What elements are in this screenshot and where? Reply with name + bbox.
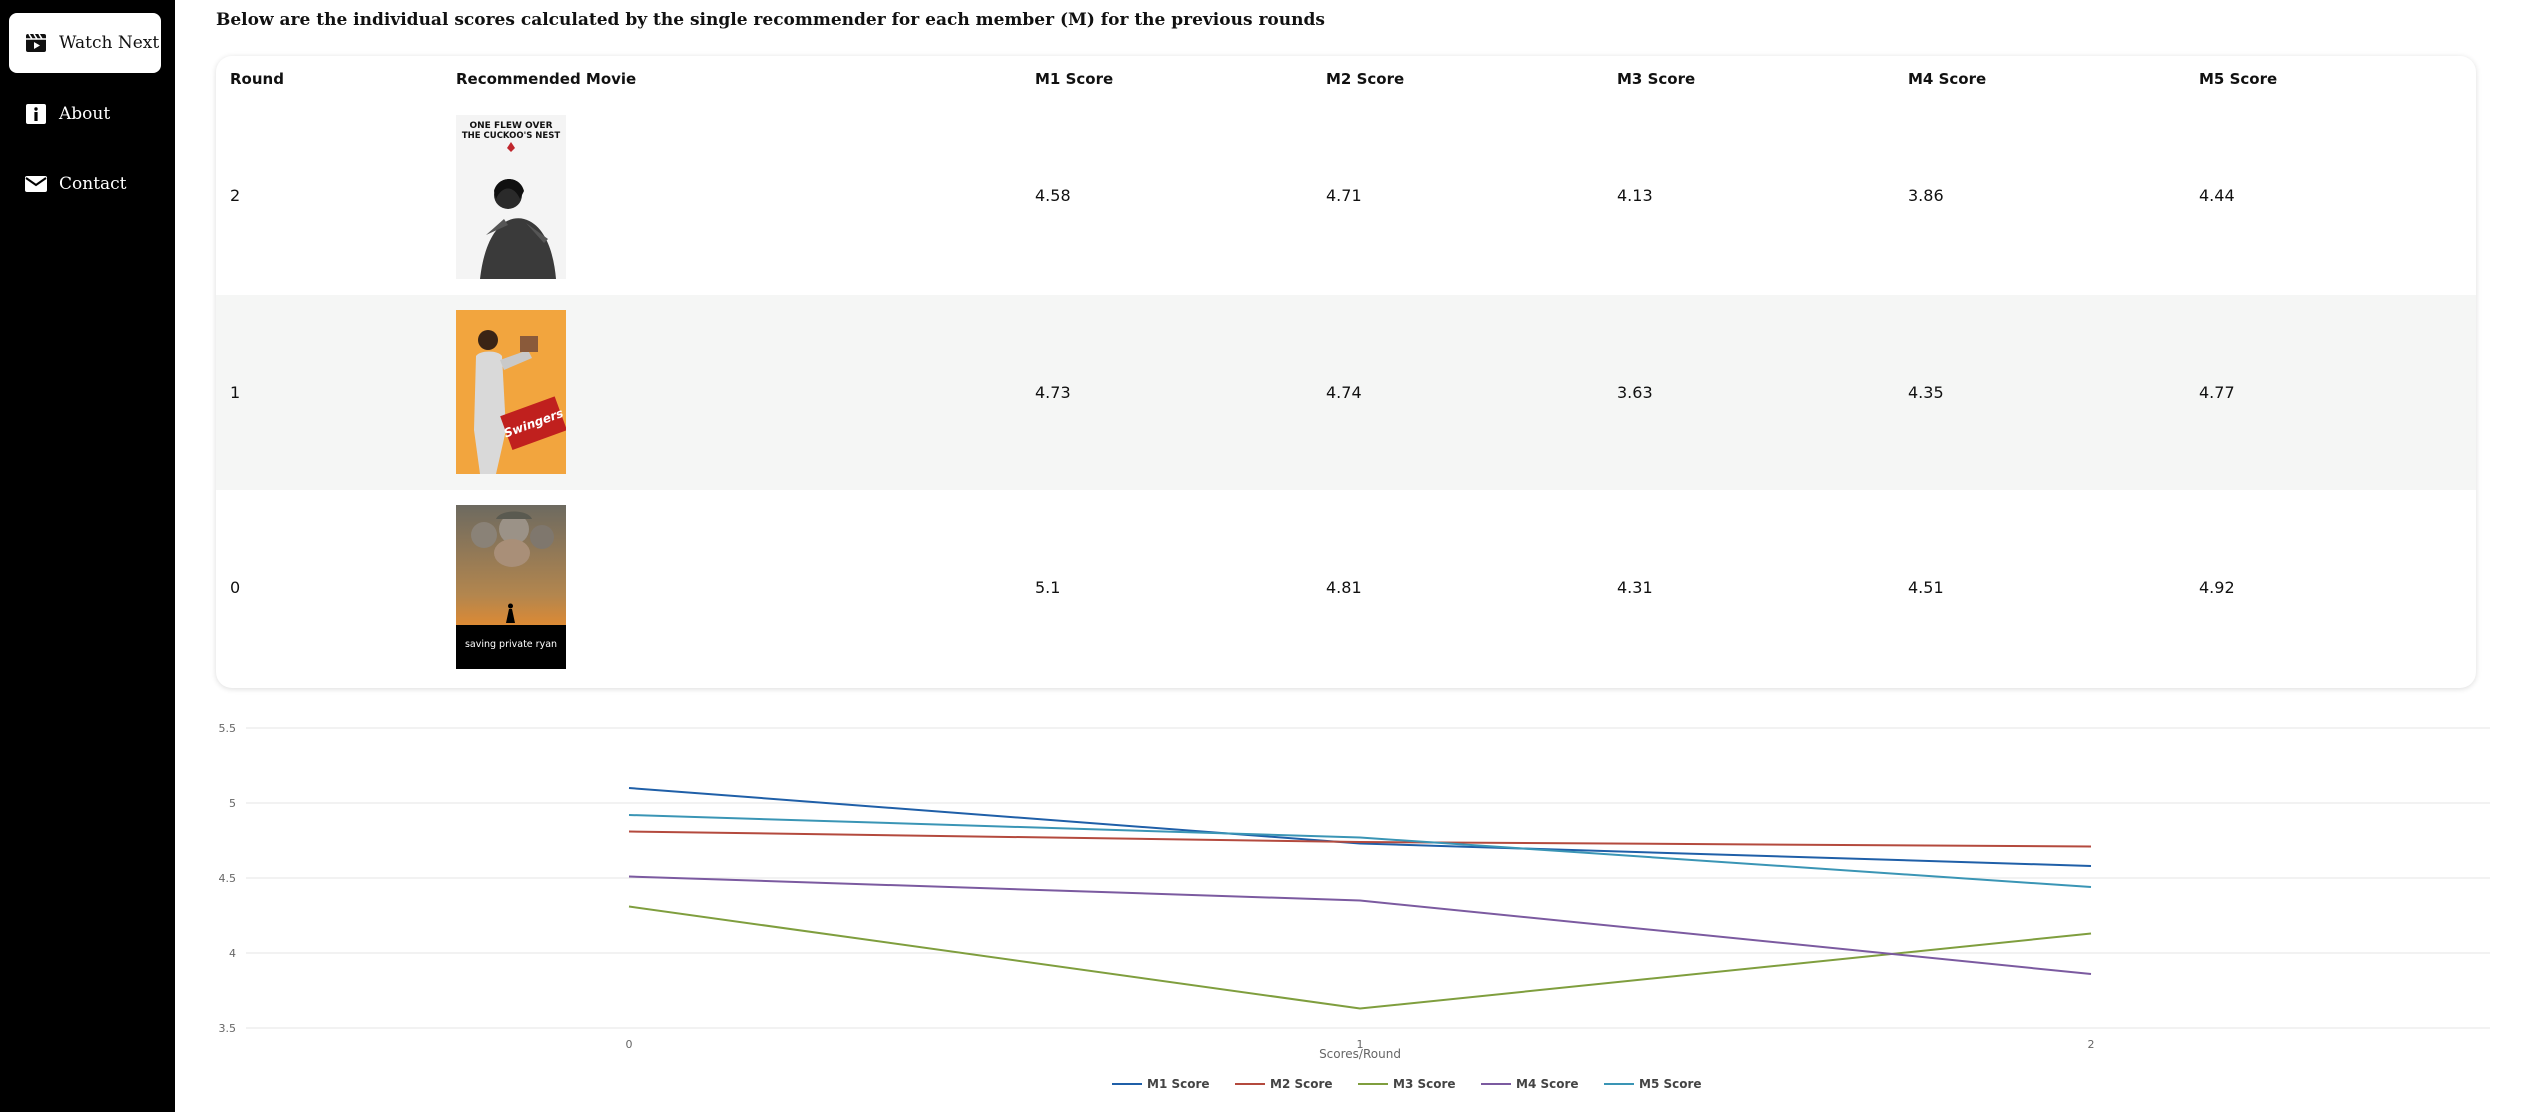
legend-item[interactable]: M2 Score [1235, 1077, 1333, 1091]
y-tick-label: 4 [229, 947, 236, 960]
sidebar-item-label: Contact [59, 174, 127, 194]
x-tick-label: 0 [626, 1038, 633, 1051]
y-tick-label: 3.5 [219, 1022, 237, 1035]
m5-score-cell: 4.44 [2199, 186, 2235, 205]
header-round: Round [230, 70, 284, 88]
chart-grid [246, 727, 2490, 1029]
header-m2-score: M2 Score [1326, 70, 1405, 88]
legend-item[interactable]: M5 Score [1604, 1077, 1702, 1091]
x-axis-label: Scores/Round [1319, 1047, 1401, 1061]
sidebar-item-about[interactable]: About [9, 84, 161, 144]
m2-score-cell: 4.81 [1326, 578, 1362, 597]
sidebar-item-label: About [59, 104, 111, 124]
series-line-m1-score [628, 787, 2092, 867]
y-tick-label: 5.5 [219, 722, 237, 735]
round-cell: 0 [230, 578, 241, 597]
sidebar-item-label: Watch Next [59, 33, 160, 53]
table-header: Round Recommended Movie M1 Score M2 Scor… [216, 56, 2476, 100]
table-row: 2 ONE FLEW OVER THE CUCKOO'S NEST 4.58 4… [216, 100, 2476, 295]
page-intro: Below are the individual scores calculat… [216, 10, 1325, 30]
m2-score-cell: 4.71 [1326, 186, 1362, 205]
m1-score-cell: 4.73 [1035, 383, 1071, 402]
series-line-m2-score [628, 830, 2092, 848]
header-m4-score: M4 Score [1908, 70, 1987, 88]
m3-score-cell: 4.13 [1617, 186, 1653, 205]
m3-score-cell: 3.63 [1617, 383, 1653, 402]
y-axis-ticks: 3.5 4 4.5 5 5.5 [219, 722, 237, 1035]
m4-score-cell: 3.86 [1908, 186, 1944, 205]
legend-label: M5 Score [1639, 1077, 1702, 1091]
header-m3-score: M3 Score [1617, 70, 1696, 88]
legend-item[interactable]: M4 Score [1481, 1077, 1579, 1091]
x-axis-ticks: 0 1 2 [626, 1038, 2095, 1051]
movie-poster: saving private ryan [456, 505, 566, 669]
chart-series-lines [628, 787, 2092, 1010]
m1-score-cell: 4.58 [1035, 186, 1071, 205]
movie-poster: Swingers [456, 310, 566, 474]
series-line-m4-score [628, 875, 2092, 975]
x-tick-label: 1 [1357, 1038, 1364, 1051]
y-tick-label: 5 [229, 797, 236, 810]
poster-title-line: ONE FLEW OVER [469, 121, 552, 131]
header-m5-score: M5 Score [2199, 70, 2278, 88]
table-row: 1 Swingers 4.73 4.74 3.63 4.35 4.77 [216, 295, 2476, 490]
chart-legend[interactable]: M1 Score M2 Score M3 Score M4 Score M5 Score [1112, 1077, 1702, 1091]
m4-score-cell: 4.51 [1908, 578, 1944, 597]
series-line-m3-score [628, 905, 2092, 1010]
m2-score-cell: 4.74 [1326, 383, 1362, 402]
m4-score-cell: 4.35 [1908, 383, 1944, 402]
m5-score-cell: 4.92 [2199, 578, 2235, 597]
legend-label: M2 Score [1270, 1077, 1333, 1091]
sidebar-item-contact[interactable]: Contact [9, 154, 161, 214]
scores-line-chart: 3.5 4 4.5 5 5.5 0 1 2 Scores/Round M1 Score M2 … [219, 722, 2490, 1091]
legend-label: M1 Score [1147, 1077, 1210, 1091]
sidebar: Watch Next About Contact [0, 0, 175, 1112]
mail-icon [23, 171, 49, 197]
header-recommended-movie: Recommended Movie [456, 70, 637, 88]
legend-label: M3 Score [1393, 1077, 1456, 1091]
m5-score-cell: 4.77 [2199, 383, 2235, 402]
clapperboard-icon [23, 30, 49, 56]
legend-item[interactable]: M1 Score [1112, 1077, 1210, 1091]
movie-poster: ONE FLEW OVER THE CUCKOO'S NEST [456, 115, 566, 279]
info-icon [23, 101, 49, 127]
round-cell: 2 [230, 186, 241, 205]
m1-score-cell: 5.1 [1035, 578, 1061, 597]
round-cell: 1 [230, 383, 241, 402]
x-tick-label: 2 [2088, 1038, 2095, 1051]
header-m1-score: M1 Score [1035, 70, 1114, 88]
m3-score-cell: 4.31 [1617, 578, 1653, 597]
y-tick-label: 4.5 [219, 872, 237, 885]
legend-label: M4 Score [1516, 1077, 1579, 1091]
poster-title-line: THE CUCKOO'S NEST [462, 131, 560, 141]
scores-table: Round Recommended Movie M1 Score M2 Scor… [216, 56, 2476, 688]
legend-item[interactable]: M3 Score [1358, 1077, 1456, 1091]
table-row: 0 savin [216, 490, 2476, 685]
poster-title: saving private ryan [465, 639, 557, 650]
sidebar-item-watch-next[interactable]: Watch Next [9, 13, 161, 73]
series-line-m5-score [628, 814, 2092, 888]
